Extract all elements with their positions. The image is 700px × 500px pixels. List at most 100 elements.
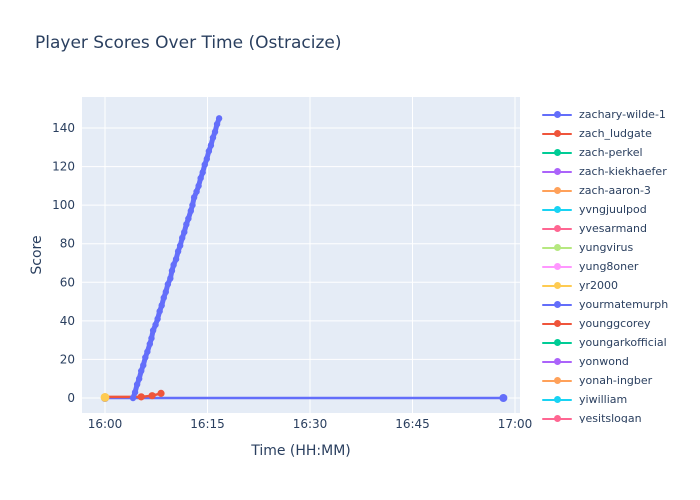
data-point <box>154 315 161 323</box>
legend-item-yiwilliam[interactable]: yiwilliam <box>542 390 668 409</box>
legend-item-label: zach-kiekhaefer <box>579 165 667 178</box>
x-axis-title: Time (HH:MM) <box>251 443 351 459</box>
x-tick-label: 16:45 <box>395 417 430 431</box>
y-axis-tick-labels: 0 20 40 60 80 100 120 140 <box>52 121 75 405</box>
data-point <box>189 201 196 209</box>
x-axis-tick-labels: 16:00 16:15 16:30 16:45 17:00 <box>88 417 533 431</box>
legend-item-zach_ludgate[interactable]: zach_ludgate <box>542 124 668 143</box>
data-series <box>100 115 508 402</box>
legend-marker-icon <box>553 396 561 403</box>
data-point <box>157 389 165 397</box>
legend-swatch <box>542 224 572 234</box>
y-tick-label: 100 <box>52 198 75 212</box>
legend-marker-icon <box>553 320 561 327</box>
data-point <box>190 194 198 201</box>
legend-item-label: yesitslogan <box>579 412 642 423</box>
y-tick-label: 40 <box>60 314 75 328</box>
legend-item-yonwond[interactable]: yonwond <box>542 352 668 371</box>
data-point <box>179 234 186 242</box>
legend-swatch <box>542 395 572 405</box>
legend-item-label: youngarkofficial <box>579 336 667 349</box>
data-point <box>156 308 163 315</box>
legend-marker-icon <box>553 244 561 251</box>
legend-item-label: yr2000 <box>579 279 619 292</box>
x-tick-label: 16:30 <box>293 417 328 431</box>
data-point <box>203 155 211 163</box>
data-point <box>144 348 151 355</box>
legend-swatch <box>542 186 572 196</box>
legend-swatch <box>542 376 572 386</box>
data-point <box>201 161 208 168</box>
legend-item-yvesarmand[interactable]: yvesarmand <box>542 219 668 238</box>
legend: zachary-wilde-1 zach_ludgate zach-perkel za… <box>542 105 668 423</box>
legend-item-label: yonah-ingber <box>579 374 653 387</box>
legend-swatch <box>542 243 572 253</box>
legend-marker-icon <box>553 415 561 422</box>
legend-item-youngarkofficial[interactable]: youngarkofficial <box>542 333 668 352</box>
legend-item-label: yonwond <box>579 355 629 368</box>
legend-item-zach-perkel[interactable]: zach-perkel <box>542 143 668 162</box>
legend-item-label: yvngjuulpod <box>579 203 647 216</box>
legend-item-zachary-wilde-1[interactable]: zachary-wilde-1 <box>542 105 668 124</box>
data-point <box>131 389 139 396</box>
plot-area <box>82 97 520 413</box>
data-point <box>133 381 141 388</box>
data-point <box>185 215 192 222</box>
legend-item-yvngjuulpod[interactable]: yvngjuulpod <box>542 200 668 219</box>
legend-marker-icon <box>553 263 561 270</box>
data-point <box>174 248 182 255</box>
legend-swatch <box>542 281 572 291</box>
legend-marker-icon <box>553 282 561 289</box>
legend-marker-icon <box>553 225 561 232</box>
legend-swatch <box>542 110 572 120</box>
data-point <box>197 174 204 182</box>
legend-marker-icon <box>553 187 561 194</box>
legend-swatch <box>542 357 572 367</box>
legend-swatch <box>542 205 572 215</box>
legend-item-younggcorey[interactable]: younggcorey <box>542 314 668 333</box>
y-tick-label: 20 <box>60 352 75 366</box>
data-point <box>137 393 145 401</box>
legend-marker-icon <box>553 301 561 308</box>
data-point <box>193 188 200 195</box>
data-point <box>158 302 165 309</box>
legend-marker-icon <box>553 149 561 156</box>
legend-marker-icon <box>553 358 561 365</box>
legend-item-zach-kiekhaefer[interactable]: zach-kiekhaefer <box>542 162 668 181</box>
legend-item-yonah-ingber[interactable]: yonah-ingber <box>542 371 668 390</box>
legend-item-yung8oner[interactable]: yung8oner <box>542 257 668 276</box>
series-zachary-wilde-1[interactable] <box>129 115 223 402</box>
data-point <box>213 120 221 128</box>
legend-swatch <box>542 167 572 177</box>
y-axis-title: Score <box>29 235 45 275</box>
data-point <box>187 207 195 215</box>
legend-item-yungvirus[interactable]: yungvirus <box>542 238 668 257</box>
legend-swatch <box>542 414 572 424</box>
x-tick-label: 17:00 <box>498 417 533 431</box>
data-point <box>167 275 174 282</box>
legend-item-yourmatemurph[interactable]: yourmatemurph <box>542 295 668 314</box>
y-tick-label: 120 <box>52 160 75 174</box>
data-point <box>199 169 206 176</box>
data-point <box>160 294 167 301</box>
data-point <box>148 335 155 342</box>
series-line <box>103 392 163 399</box>
legend-item-yesitslogan[interactable]: yesitslogan <box>542 409 668 423</box>
x-tick-label: 16:15 <box>190 417 225 431</box>
data-point <box>152 321 159 328</box>
x-tick-label: 16:00 <box>88 417 123 431</box>
chart-title: Player Scores Over Time (Ostracize) <box>35 33 342 53</box>
legend-item-zach-aaron-3[interactable]: zach-aaron-3 <box>542 181 668 200</box>
legend-item-yr2000[interactable]: yr2000 <box>542 276 668 295</box>
data-point <box>148 392 156 400</box>
series-yr2000[interactable] <box>100 393 110 402</box>
legend-marker-icon <box>553 377 561 384</box>
legend-item-label: zach-perkel <box>579 146 643 159</box>
data-point <box>164 281 172 288</box>
data-point <box>215 115 223 122</box>
legend-marker-icon <box>553 206 561 213</box>
legend-item-label: younggcorey <box>579 317 651 330</box>
legend-swatch <box>542 129 572 139</box>
